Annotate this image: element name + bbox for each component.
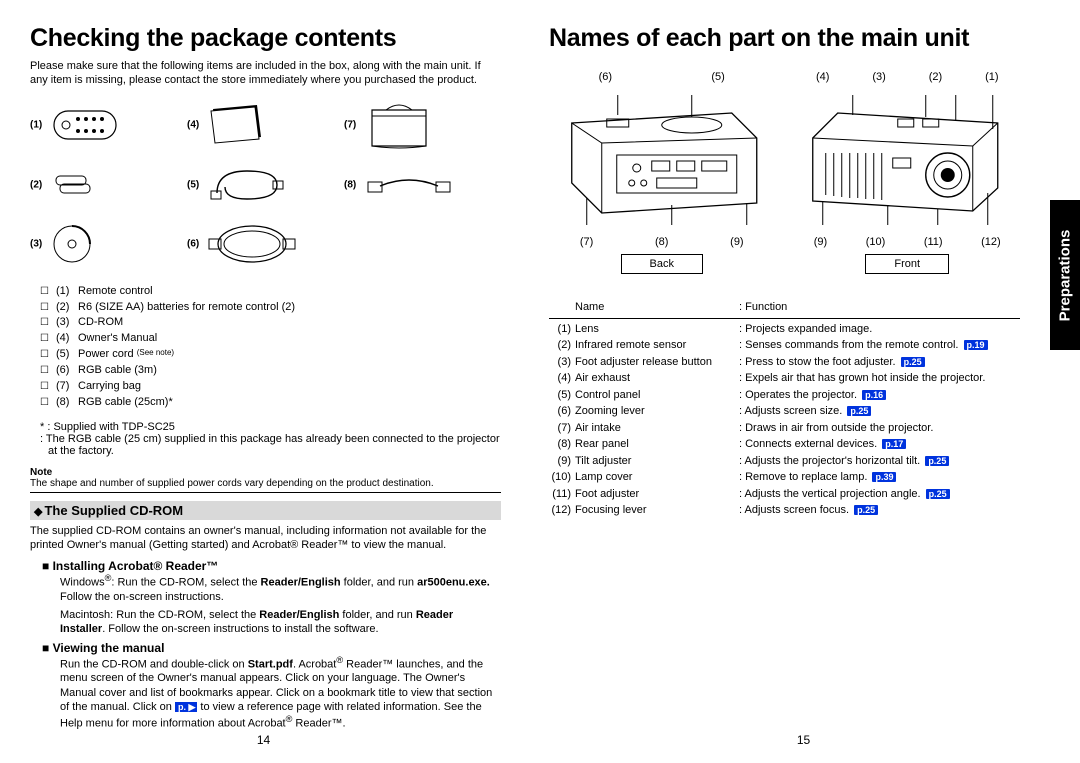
projector-back-diagram: (6) (5): [549, 71, 775, 281]
checklist-item: (2)R6 (SIZE AA) batteries for remote con…: [40, 300, 501, 316]
callout-5: (5): [711, 71, 724, 83]
callout-1: (1): [985, 71, 998, 83]
projector-front-diagram: (4) (3) (2) (1): [795, 71, 1021, 281]
col-name: Name: [549, 299, 739, 316]
callout-6: (6): [599, 71, 612, 83]
right-page-number: 15: [797, 733, 810, 747]
checklist-item: (1)Remote control: [40, 284, 501, 300]
callout-10: (10): [866, 236, 886, 248]
supplied-note-1: * : Supplied with TDP-SC25: [40, 421, 501, 433]
remote-control-icon: [50, 105, 120, 145]
callout-8: (8): [655, 236, 668, 248]
section-cdrom: The Supplied CD-ROM: [30, 501, 501, 520]
grid-cell-5: (5): [187, 155, 344, 214]
left-title: Checking the package contents: [30, 24, 501, 53]
parts-row: (1)Lens: Projects expanded image.: [549, 321, 1020, 338]
grid-cell-empty: [344, 214, 501, 273]
grid-num-2: (2): [30, 179, 42, 190]
carrying-bag-icon: [364, 98, 434, 152]
parts-row: (11)Foot adjuster: Adjusts the vertical …: [549, 486, 1020, 503]
callout-2: (2): [929, 71, 942, 83]
callout-3: (3): [872, 71, 885, 83]
callout-9a: (9): [730, 236, 743, 248]
parts-row: (6)Zooming lever: Adjusts screen size. p…: [549, 403, 1020, 420]
parts-row: (3)Foot adjuster release button: Press t…: [549, 354, 1020, 371]
parts-row: (10)Lamp cover: Remove to replace lamp. …: [549, 469, 1020, 486]
right-title: Names of each part on the main unit: [549, 24, 1020, 53]
callout-12: (12): [981, 236, 1001, 248]
parts-row: (4)Air exhaust: Expels air that has grow…: [549, 370, 1020, 387]
install-p1: Windows®: Run the CD-ROM, select the Rea…: [60, 573, 501, 604]
left-page: Checking the package contents Please mak…: [0, 0, 527, 763]
col-function: : Function: [739, 299, 787, 316]
parts-table-header: Name : Function: [549, 299, 1020, 319]
parts-row: (9)Tilt adjuster: Adjusts the projector'…: [549, 453, 1020, 470]
cdrom-icon: [50, 222, 94, 266]
grid-cell-2: (2): [30, 155, 187, 214]
grid-cell-4: (4): [187, 96, 344, 155]
checklist-item: (7)Carrying bag: [40, 379, 501, 395]
package-checklist: (1)Remote control(2)R6 (SIZE AA) batteri…: [40, 284, 501, 412]
checklist-item: (3)CD-ROM: [40, 315, 501, 331]
parts-row: (8)Rear panel: Connects external devices…: [549, 436, 1020, 453]
projector-front-svg: [795, 83, 1021, 233]
viewing-para: Run the CD-ROM and double-click on Start…: [60, 655, 501, 732]
rgb-cable-icon: [207, 219, 297, 269]
manual-spread: Checking the package contents Please mak…: [0, 0, 1080, 763]
supplied-note-2: : The RGB cable (25 cm) supplied in this…: [40, 433, 501, 457]
callout-7: (7): [580, 236, 593, 248]
grid-num-6: (6): [187, 238, 199, 249]
checklist-item: (6)RGB cable (3m): [40, 363, 501, 379]
grid-num-4: (4): [187, 120, 199, 131]
grid-num-3: (3): [30, 238, 42, 249]
manual-book-icon: [207, 103, 267, 147]
grid-num-1: (1): [30, 120, 42, 131]
parts-table: Name : Function (1)Lens: Projects expand…: [549, 299, 1020, 519]
viewing-heading: Viewing the manual: [42, 641, 501, 655]
projector-diagrams: (6) (5): [549, 71, 1020, 281]
grid-cell-3: (3): [30, 214, 187, 273]
parts-row: (12)Focusing lever: Adjusts screen focus…: [549, 502, 1020, 519]
grid-num-5: (5): [187, 179, 199, 190]
grid-num-7: (7): [344, 120, 356, 131]
short-rgb-cable-icon: [364, 168, 454, 202]
grid-cell-7: (7): [344, 96, 501, 155]
callout-9b: (9): [814, 236, 827, 248]
projector-back-svg: [549, 83, 775, 233]
batteries-icon: [50, 170, 100, 200]
note-heading: Note: [30, 467, 501, 478]
front-label: Front: [865, 254, 949, 274]
grid-cell-6: (6): [187, 214, 344, 273]
package-items-grid: (1) (4) (7): [30, 96, 501, 274]
checklist-item: (4)Owner's Manual: [40, 331, 501, 347]
grid-cell-8: (8): [344, 155, 501, 214]
left-intro: Please make sure that the following item…: [30, 59, 501, 88]
back-label: Back: [621, 254, 703, 274]
parts-row: (7)Air intake: Draws in air from outside…: [549, 420, 1020, 437]
parts-row: (5)Control panel: Operates the projector…: [549, 387, 1020, 404]
cd-para: The supplied CD-ROM contains an owner's …: [30, 524, 501, 553]
grid-cell-1: (1): [30, 96, 187, 155]
power-cord-icon: [207, 163, 287, 207]
section-tab-preparations: Preparations: [1050, 200, 1080, 350]
note-text: The shape and number of supplied power c…: [30, 478, 501, 493]
checklist-item: (5)Power cord (See note): [40, 347, 501, 363]
grid-num-8: (8): [344, 179, 356, 190]
callout-4: (4): [816, 71, 829, 83]
parts-row: (2)Infrared remote sensor: Senses comman…: [549, 337, 1020, 354]
install-p2: Macintosh: Run the CD-ROM, select the Re…: [60, 608, 501, 637]
side-tab-label: Preparations: [1057, 229, 1074, 321]
left-page-number: 14: [257, 733, 270, 747]
install-heading: Installing Acrobat® Reader™: [42, 559, 501, 573]
callout-11: (11): [924, 236, 943, 248]
checklist-item: (8)RGB cable (25cm)*: [40, 395, 501, 411]
right-page: Names of each part on the main unit (6) …: [527, 0, 1080, 763]
